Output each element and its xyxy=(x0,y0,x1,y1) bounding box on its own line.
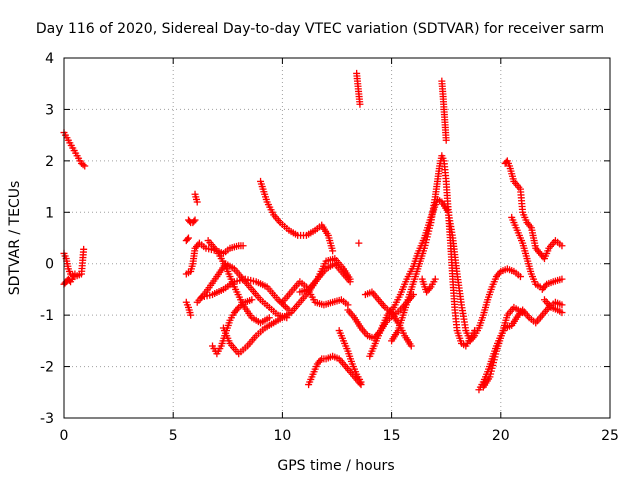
data-point xyxy=(329,247,337,255)
y-tick-label: 2 xyxy=(45,154,54,170)
data-point xyxy=(558,309,566,317)
data-point xyxy=(71,270,79,278)
x-axis-label: GPS time / hours xyxy=(277,458,394,474)
data-point xyxy=(407,342,415,350)
y-tick-label: 4 xyxy=(45,51,54,67)
data-point xyxy=(471,327,479,335)
data-point xyxy=(558,301,566,309)
data-point xyxy=(191,216,199,224)
plot-frame xyxy=(63,57,611,419)
data-point xyxy=(516,273,524,281)
data-point xyxy=(558,275,566,283)
x-tick-label: 5 xyxy=(169,428,178,444)
data-point xyxy=(355,239,363,247)
y-tick-label: 0 xyxy=(45,257,54,273)
chart-title: Day 116 of 2020, Sidereal Day-to-day VTE… xyxy=(36,21,604,37)
y-axis-label: SDTVAR / TECUs xyxy=(7,181,23,296)
data-point xyxy=(248,296,256,304)
x-tick-label: 10 xyxy=(273,428,291,444)
data-points xyxy=(60,69,566,394)
data-point xyxy=(193,198,201,206)
data-point xyxy=(81,162,89,170)
data-point xyxy=(265,314,273,322)
data-point xyxy=(184,234,192,242)
x-tick-label: 25 xyxy=(601,428,619,444)
axis-ticks: -3 -2 -1 0 1 2 3 4 0 5 10 15 20 25 xyxy=(40,51,619,444)
data-point xyxy=(356,100,364,108)
y-tick-label: -3 xyxy=(40,411,54,427)
data-point xyxy=(442,136,450,144)
data-point xyxy=(183,235,191,243)
data-point xyxy=(431,275,439,283)
data-point xyxy=(80,245,88,253)
y-tick-label: 1 xyxy=(45,205,54,221)
data-point xyxy=(357,378,365,386)
x-tick-label: 20 xyxy=(492,428,510,444)
data-point xyxy=(558,242,566,250)
data-point xyxy=(187,311,195,319)
data-point xyxy=(346,275,354,283)
y-tick-label: -1 xyxy=(40,308,54,324)
y-tick-label: 3 xyxy=(45,102,54,118)
data-point xyxy=(519,309,527,317)
x-tick-label: 0 xyxy=(60,428,69,444)
data-point xyxy=(239,242,247,250)
data-point xyxy=(190,217,198,225)
data-point xyxy=(79,161,87,169)
x-tick-label: 15 xyxy=(383,428,401,444)
y-tick-label: -2 xyxy=(40,360,54,376)
